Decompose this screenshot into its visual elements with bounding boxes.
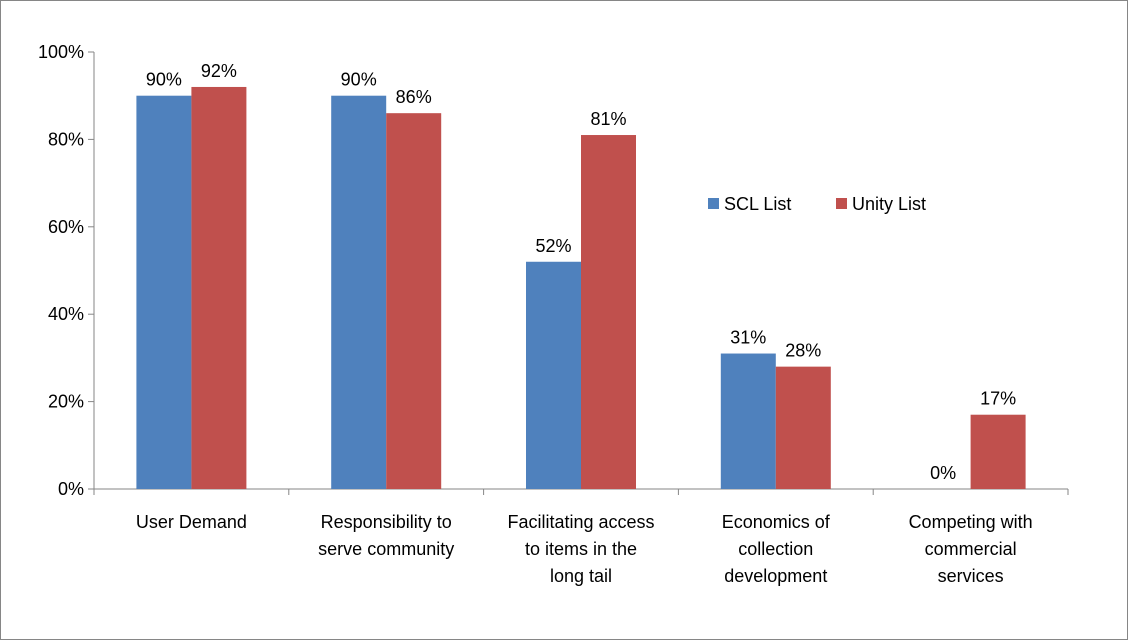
bar-unity-list	[775, 366, 831, 489]
x-category-label: long tail	[550, 566, 612, 586]
y-tick-label: 20%	[48, 392, 84, 412]
x-category-label: collection	[738, 539, 813, 559]
x-category-label: commercial	[925, 539, 1017, 559]
bar-scl-list	[331, 95, 387, 489]
x-category-label: to items in the	[525, 539, 637, 559]
data-label: 81%	[590, 109, 626, 129]
bar-scl-list	[136, 95, 192, 489]
x-category-label: Economics of	[722, 512, 831, 532]
data-labels: 90% 92% 90% 86% 52% 81% 31% 28% 0% 17%	[146, 61, 1016, 483]
data-label: 0%	[930, 463, 956, 483]
bar-unity-list	[191, 86, 247, 490]
bar-scl-list	[526, 261, 581, 489]
x-category-label: Facilitating access	[507, 512, 654, 532]
x-category-label: serve community	[318, 539, 454, 559]
data-label: 86%	[396, 87, 432, 107]
legend-label: Unity List	[852, 194, 926, 214]
data-label: 90%	[341, 70, 377, 90]
data-label: 31%	[730, 328, 766, 348]
data-label: 90%	[146, 70, 182, 90]
bar-scl-list	[720, 353, 776, 489]
data-label: 28%	[785, 341, 821, 361]
bar-unity-list	[970, 414, 1026, 489]
legend-swatch	[836, 198, 847, 209]
bar-unity-list	[386, 113, 442, 490]
legend-swatch	[708, 198, 719, 209]
y-tick-label: 0%	[58, 479, 84, 499]
x-category-labels: User Demand Responsibility to serve commun…	[136, 512, 1033, 586]
data-label: 52%	[535, 236, 571, 256]
data-label: 17%	[980, 389, 1016, 409]
y-tick-label: 60%	[48, 217, 84, 237]
x-category-label: Competing with	[909, 512, 1033, 532]
y-tick-label: 100%	[38, 42, 84, 62]
y-tick-label: 80%	[48, 129, 84, 149]
y-tick-labels: 0% 20% 40% 60% 80% 100%	[38, 42, 84, 499]
y-tick-label: 40%	[48, 304, 84, 324]
data-label: 92%	[201, 61, 237, 81]
bar-unity-list	[581, 135, 636, 489]
legend-label: SCL List	[724, 194, 791, 214]
x-category-label: services	[938, 566, 1004, 586]
x-category-label: Responsibility to	[321, 512, 452, 532]
legend: SCL List Unity List	[708, 194, 926, 214]
x-category-label: User Demand	[136, 512, 247, 532]
bars	[136, 86, 1026, 490]
x-category-label: development	[724, 566, 827, 586]
